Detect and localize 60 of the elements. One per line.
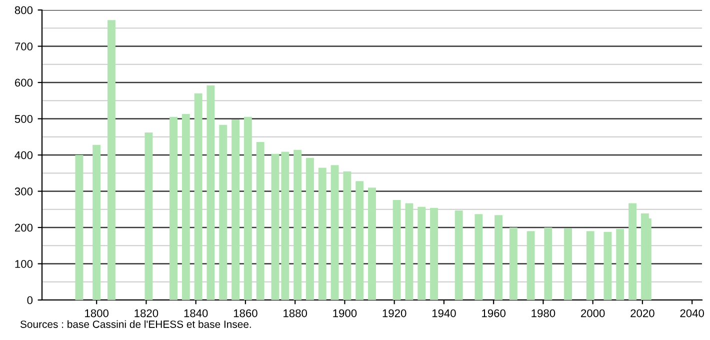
x-tick-label: 1980 <box>532 309 556 318</box>
y-tick-label: 800 <box>14 6 33 14</box>
bar <box>392 200 401 300</box>
y-tick-label: 100 <box>15 260 33 268</box>
x-tick-label: 1940 <box>432 309 456 318</box>
bar <box>75 155 84 300</box>
source-note: Sources : base Cassini de l'EHESS et base Insee. <box>20 320 251 328</box>
bar <box>281 152 290 300</box>
x-tick-label: 1860 <box>234 309 258 318</box>
bar <box>318 168 326 300</box>
x-tick-label: 2040 <box>680 309 704 318</box>
bar <box>368 188 376 300</box>
bar <box>564 228 572 300</box>
y-tick-label: 400 <box>14 151 33 160</box>
x-tick-label: 1820 <box>134 309 158 318</box>
y-tick-label: 0 <box>27 296 33 304</box>
bar <box>586 231 594 300</box>
x-tick-label: 2020 <box>630 309 654 318</box>
y-tick-label: 300 <box>14 188 33 196</box>
y-tick-label: 600 <box>15 78 33 87</box>
bar <box>509 228 518 300</box>
x-tick-label: 1880 <box>284 309 308 318</box>
bar <box>418 206 426 300</box>
bar <box>474 214 483 300</box>
bar <box>343 171 352 300</box>
bar <box>526 231 535 300</box>
bar <box>454 210 463 300</box>
bar <box>108 20 116 300</box>
bar <box>294 150 302 300</box>
bar <box>544 228 552 300</box>
bar <box>144 132 153 300</box>
bar <box>271 154 280 300</box>
bar <box>182 114 190 300</box>
bar <box>232 119 240 300</box>
bar <box>640 213 649 300</box>
x-tick-label: 1800 <box>85 309 109 318</box>
x-tick-label: 1900 <box>333 309 357 318</box>
bar <box>92 144 101 300</box>
y-tick-label: 200 <box>14 224 33 232</box>
y-tick-label: 500 <box>14 115 33 123</box>
bar <box>330 165 339 300</box>
bar <box>256 142 264 300</box>
bar <box>494 215 503 300</box>
bar <box>430 208 438 300</box>
bar <box>628 203 636 300</box>
x-tick-label: 1840 <box>184 309 208 318</box>
bar <box>194 93 202 300</box>
x-tick-label: 1920 <box>382 309 406 318</box>
bar <box>244 116 252 300</box>
y-tick-label: 700 <box>15 42 33 50</box>
bar <box>356 181 364 300</box>
bar <box>219 124 228 300</box>
bar <box>616 228 624 300</box>
x-tick-label: 2000 <box>581 309 605 318</box>
x-tick-label: 1960 <box>482 309 506 318</box>
bar <box>306 158 314 300</box>
bar <box>604 232 612 300</box>
bar <box>170 116 178 300</box>
bar <box>206 85 215 300</box>
bar <box>405 203 414 300</box>
